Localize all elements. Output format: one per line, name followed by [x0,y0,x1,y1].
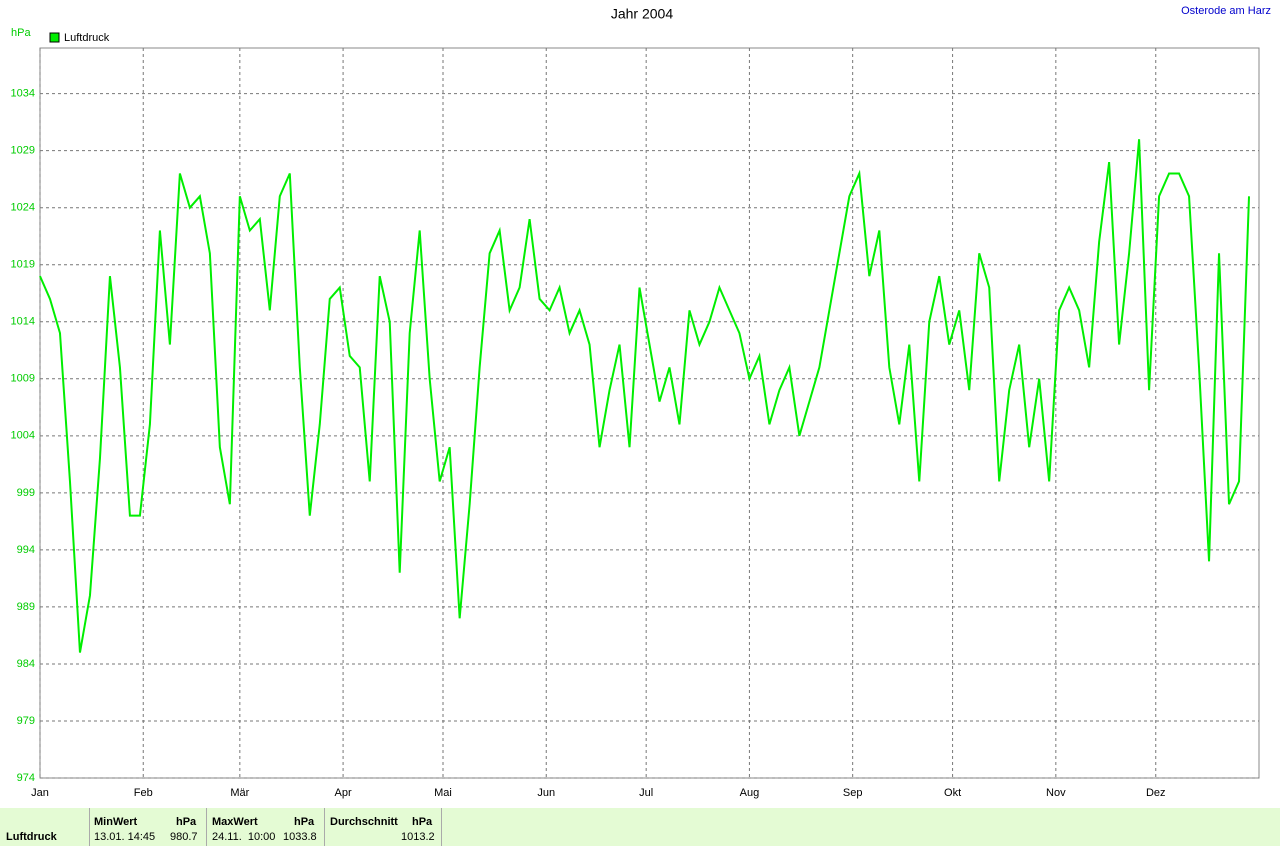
y-tick-label: 984 [17,658,35,670]
x-tick-label: Feb [134,787,153,799]
y-tick-label: 989 [17,601,35,613]
value: 1033.8 [283,831,317,843]
x-tick-label: Nov [1046,787,1066,799]
data-line [39,139,1251,653]
y-tick-label: 1019 [11,259,35,271]
row-label: Luftdruck [6,831,57,843]
y-tick-label: 1004 [11,430,35,442]
y-tick-label: 999 [17,487,35,499]
unit: hPa [294,816,315,828]
station-name: Osterode am Harz [1181,5,1271,17]
x-tick-label: Dez [1146,787,1166,799]
y-tick-label: 1034 [11,88,35,100]
header: MaxWert [212,816,258,828]
unit: hPa [176,816,197,828]
x-tick-label: Mär [230,787,249,799]
chart-title: Jahr 2004 [611,6,673,22]
summary-table: Luftdruck MinWert hPa 13.01. 14:45 980.7… [0,808,1280,846]
y-tick-label: 994 [17,544,35,556]
legend-label: Luftdruck [64,32,110,44]
value: 1013.2 [401,831,435,843]
x-tick-label: Sep [843,787,863,799]
x-tick-label: Okt [944,787,961,799]
unit: hPa [412,816,433,828]
time: 13.01. 14:45 [94,831,156,843]
plot-frame [39,47,1260,779]
x-tick-label: Jul [639,787,653,799]
y-unit: hPa [11,27,31,39]
time: 24.11. 10:00 [212,831,276,843]
x-tick-label: Apr [335,787,352,799]
value: 980.7 [170,831,198,843]
y-tick-label: 1029 [11,145,35,157]
header: MinWert [94,816,138,828]
x-tick-label: Jun [537,787,555,799]
x-tick-label: Jan [31,787,49,799]
chart: Jahr 2004 Osterode am Harz hPa Luftdruck… [11,5,1271,799]
y-tick-label: 979 [17,715,35,727]
x-tick-label: Mai [434,787,452,799]
y-tick-label: 1014 [11,316,35,328]
legend-swatch [49,32,60,43]
y-tick-label: 974 [17,772,35,784]
x-tick-label: Aug [740,787,760,799]
y-tick-label: 1024 [11,202,35,214]
header: Durchschnitt [330,816,398,828]
y-tick-label: 1009 [11,373,35,385]
